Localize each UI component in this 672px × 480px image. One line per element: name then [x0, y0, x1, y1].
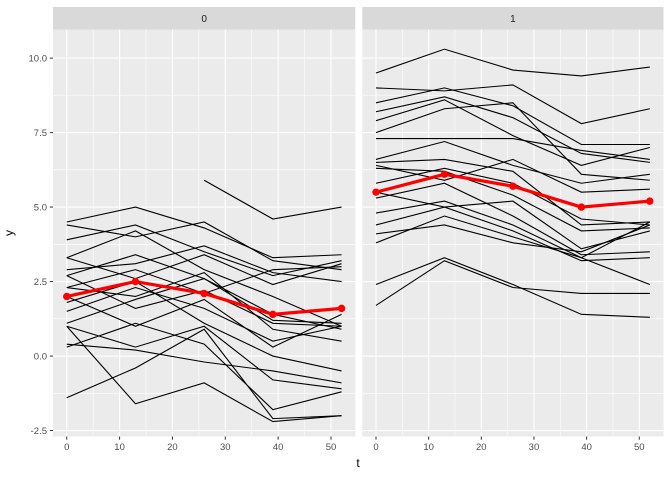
mean-point — [440, 170, 449, 179]
trajectory-line — [66, 325, 342, 423]
trajectory-line — [375, 224, 651, 253]
mean-point — [269, 310, 277, 319]
facet-strip-label: 1 — [510, 14, 516, 25]
trajectory-line — [375, 260, 650, 306]
trajectory-line — [375, 140, 650, 184]
x-tick-label: 40 — [273, 442, 284, 453]
trajectory-line — [375, 138, 650, 160]
trajectory-line — [66, 322, 342, 411]
trajectory-line — [375, 206, 650, 262]
trajectory-line — [375, 87, 650, 146]
x-tick-label: 50 — [326, 442, 337, 453]
trajectory-line — [375, 99, 650, 166]
facet-strip — [362, 7, 664, 30]
panel-background — [362, 29, 664, 437]
x-tick-label: 10 — [423, 442, 434, 453]
y-tick-label: 7.5 — [34, 128, 47, 139]
trajectory-line — [375, 158, 650, 193]
axis-titles-layer: t y — [2, 230, 360, 470]
trajectory-line — [203, 179, 342, 220]
y-axis-title: y — [2, 230, 16, 236]
trajectory-line — [66, 230, 342, 327]
x-tick-label: 0 — [64, 442, 69, 453]
x-tick-label: 20 — [476, 442, 487, 453]
trajectory-line — [375, 84, 650, 125]
trajectory-line — [66, 343, 342, 384]
trajectory-line — [375, 158, 650, 226]
x-tick-label: 30 — [220, 442, 231, 453]
facet-panel-1: 1 — [362, 7, 664, 437]
trajectory-line — [66, 254, 342, 286]
x-tick-label: 40 — [581, 442, 592, 453]
mean-point — [577, 203, 586, 211]
y-tick-label: 10.0 — [29, 53, 48, 64]
y-tick-label: 0.0 — [34, 351, 47, 362]
trajectory-line — [375, 200, 651, 259]
x-tick-label: 10 — [114, 442, 125, 453]
trajectory-line — [66, 245, 342, 283]
x-axis-title: t — [356, 456, 360, 470]
trajectory-line — [375, 257, 650, 318]
trajectory-line — [375, 48, 650, 77]
trajectory-line — [66, 221, 342, 271]
trajectory-line — [375, 102, 650, 181]
y-tick-label: -2.5 — [31, 426, 47, 437]
trajectory-line — [66, 277, 342, 324]
mean-point — [337, 304, 346, 313]
x-tick-label: 0 — [373, 442, 378, 453]
facet-panel-0: 0 — [53, 7, 356, 437]
mean-point — [200, 289, 208, 298]
x-tick-label: 20 — [167, 442, 178, 453]
mean-point — [63, 292, 71, 301]
x-tick-label: 50 — [634, 442, 645, 453]
trajectory-line — [375, 215, 651, 286]
mean-point — [372, 188, 380, 196]
trajectory-line — [375, 96, 650, 163]
trajectory-line — [66, 280, 342, 372]
y-tick-label: 2.5 — [34, 277, 47, 288]
trajectory-line — [66, 272, 342, 342]
trajectory-line — [66, 224, 342, 277]
facet-strip — [53, 7, 356, 30]
mean-point — [646, 197, 654, 205]
mean-point — [509, 182, 517, 190]
trajectory-line — [66, 325, 342, 390]
trajectory-line — [66, 206, 342, 259]
trajectory-line — [66, 286, 342, 342]
x-tick-label: 30 — [529, 442, 540, 453]
axis-layer: 0 10 20 30 40 50 0 10 20 30 40 50 -2.5 0.0 2.5 5.0 7.5 10… — [29, 53, 645, 453]
trajectory-line — [375, 167, 650, 232]
trajectory-line — [375, 182, 650, 256]
facet-strip-label: 0 — [201, 14, 207, 25]
panel-background — [53, 29, 356, 437]
mean-point — [131, 277, 140, 286]
y-tick-label: 5.0 — [34, 202, 47, 213]
